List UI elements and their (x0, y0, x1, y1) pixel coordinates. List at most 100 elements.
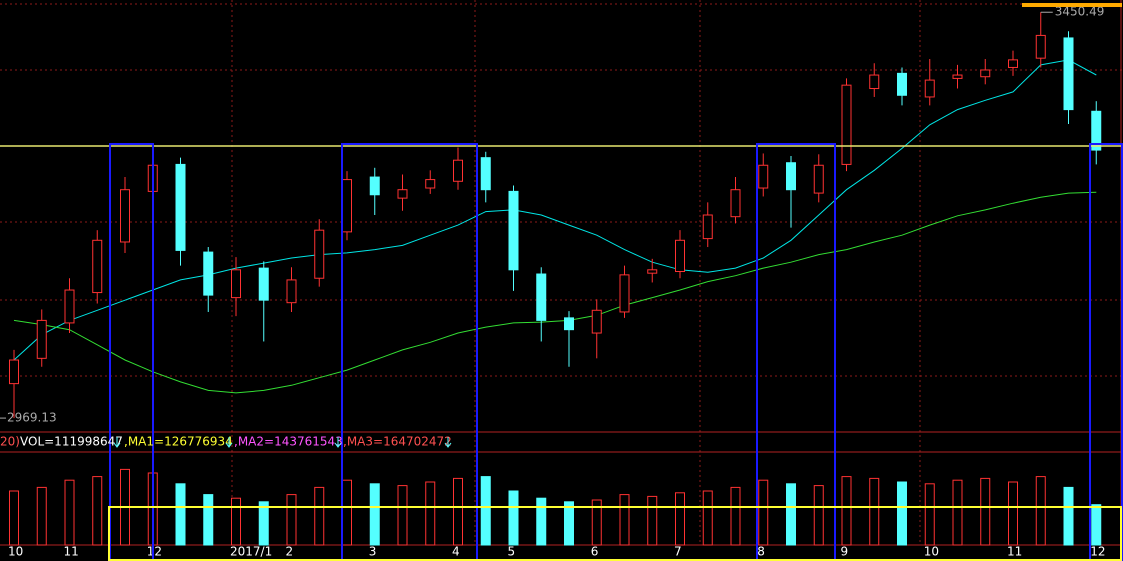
ma-line (13, 191, 1097, 394)
candle-body (453, 159, 463, 182)
volume-bar (952, 479, 963, 546)
candle-body (64, 289, 75, 324)
volume-bar (480, 476, 491, 546)
volume-bar (453, 477, 463, 546)
x-tick-label: 5 (508, 545, 516, 559)
volume-bar (397, 485, 408, 546)
candle-body (619, 274, 630, 313)
candle-body (841, 84, 852, 165)
candle-body (647, 269, 658, 274)
x-tick-label: 10 (924, 545, 939, 559)
volume-bar (258, 501, 269, 546)
volume-bar (286, 494, 297, 546)
candle-body (786, 162, 796, 191)
x-tick-label: 8 (757, 545, 765, 559)
candle-body (175, 163, 186, 251)
high-label: 3450.49 (1055, 5, 1105, 19)
volume-bar (36, 486, 47, 546)
x-tick-label: 11 (1007, 545, 1022, 559)
candle-body (1035, 34, 1046, 59)
candle-body (869, 74, 880, 90)
volume-bar (841, 476, 852, 546)
volume-bar (1091, 504, 1102, 546)
candle-body (120, 189, 130, 243)
candle-body (480, 157, 491, 191)
candle-body (1063, 37, 1074, 111)
volume-bar (536, 497, 547, 546)
candle-body (203, 251, 214, 296)
candle-body (591, 309, 602, 334)
candle-body (897, 72, 907, 96)
volume-bar (897, 481, 907, 546)
volume-bar (314, 486, 325, 546)
candle-body (980, 69, 991, 78)
x-tick-label: 12 (147, 545, 162, 559)
candle-body (397, 189, 408, 199)
volume-label: VOL=111998647 (20, 435, 123, 449)
x-tick-label: 10 (8, 545, 23, 559)
volume-bar (786, 483, 796, 546)
volume-header: 20) VOL=111998647 ,MA1=126776934 ,MA2=14… (0, 435, 452, 449)
candle-body (536, 273, 547, 321)
volume-bar (647, 495, 658, 546)
volume-bar (924, 483, 935, 546)
candle-body (730, 189, 741, 218)
x-tick-label: 2 (286, 545, 294, 559)
volume-bar (730, 486, 741, 546)
volume-bar (9, 490, 19, 546)
indicator-param: 20) (0, 435, 20, 449)
volume-bar (369, 483, 380, 546)
candle-body (1091, 110, 1102, 151)
ma-label: ,MA1=126776934 (124, 435, 233, 449)
candle-body (702, 214, 713, 240)
arrow-icon (113, 437, 121, 448)
volume-bar (980, 477, 991, 546)
x-tick-label: 11 (64, 545, 79, 559)
volume-bar (813, 485, 824, 546)
candle-body (36, 319, 47, 359)
volume-bar (231, 497, 241, 546)
x-tick-label: 9 (841, 545, 849, 559)
candle-body (564, 317, 574, 331)
candle-body (314, 229, 325, 279)
candle-body (92, 239, 103, 294)
marks: 10 11 12 2017/1 2 3 4 5 6 7 8 9 10 11 12 3450.49 2969.13 (0, 5, 1106, 559)
arrow-icon (334, 437, 342, 448)
candle-body (369, 176, 380, 196)
drawings (0, 3, 1123, 561)
candle-body (675, 239, 685, 272)
candle-body (758, 164, 769, 189)
volume-bar (175, 483, 186, 546)
arrow-icon (444, 437, 452, 448)
x-tick-label: 7 (674, 545, 682, 559)
low-label: 2969.13 (7, 411, 57, 425)
candle-body (342, 179, 352, 233)
ma-label: ,MA3=164702472 (343, 435, 452, 449)
arrow-icon (225, 437, 233, 448)
volume-bar (675, 492, 685, 546)
candle-body (231, 269, 241, 299)
candle-body (924, 79, 935, 98)
volume-bar (64, 479, 75, 546)
highlight-box (108, 506, 1122, 561)
candle-body (9, 359, 19, 385)
volume-bar (1063, 486, 1074, 546)
candle-body (952, 74, 963, 79)
volume-bar (591, 499, 602, 546)
candle-body (1008, 59, 1018, 68)
candle-body (425, 179, 436, 189)
candle-body (286, 279, 297, 304)
x-tick-label: 6 (591, 545, 599, 559)
candle-body (258, 267, 269, 301)
volume-bar (508, 490, 519, 546)
volume-bar (1035, 476, 1046, 546)
volume-bar (869, 477, 880, 546)
x-tick-label: 12 (1090, 545, 1105, 559)
ma-line (13, 59, 1097, 361)
volume-bar (564, 501, 574, 546)
grid (0, 0, 1123, 546)
volume-bar (619, 494, 630, 546)
